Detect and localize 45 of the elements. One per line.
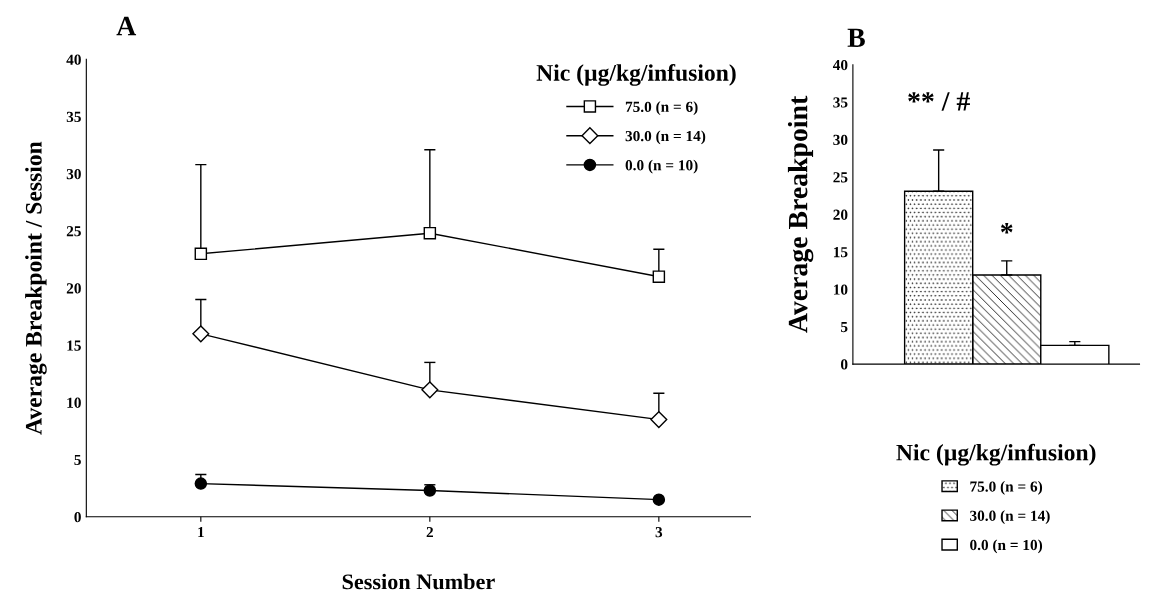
y-tick-label: 10 xyxy=(833,284,848,295)
point xyxy=(194,477,208,490)
y-tick-label: 5 xyxy=(841,322,848,333)
y-axis-title: Average Breakpoint / Session xyxy=(25,141,47,435)
point xyxy=(423,484,437,497)
point xyxy=(421,381,439,399)
legend-label: 0.0 (n = 10) xyxy=(625,159,698,174)
y-tick-label: 40 xyxy=(832,59,848,71)
y-tick-label: 5 xyxy=(74,454,81,466)
y-tick-label: 0 xyxy=(74,511,81,523)
y-tick-label: 20 xyxy=(833,209,848,220)
y-tick-label: 35 xyxy=(833,97,848,108)
annotation: ** / # xyxy=(908,92,970,111)
y-tick-label: 30 xyxy=(66,168,81,180)
legend-label: 30.0 (n = 14) xyxy=(970,510,1050,525)
legend-label: 0.0 (n = 10) xyxy=(970,539,1043,554)
point xyxy=(192,325,210,343)
y-tick-label: 40 xyxy=(66,54,81,65)
y-tick-label: 15 xyxy=(833,247,848,258)
legend-title: Nic (µg/kg/infusion) xyxy=(536,64,736,86)
point xyxy=(194,247,208,261)
y-tick-label: 15 xyxy=(67,340,81,351)
x-tick-label: 2 xyxy=(426,526,433,538)
y-tick-label: 30 xyxy=(833,134,848,146)
x-tick-label: 3 xyxy=(655,526,663,538)
y-tick-label: 10 xyxy=(67,397,81,408)
y-tick-label: 0 xyxy=(840,359,848,370)
chart-title: A xyxy=(116,16,137,36)
y-tick-label: 25 xyxy=(66,226,81,237)
legend-label: 75.0 (n = 6) xyxy=(625,101,698,116)
chart-title: B xyxy=(847,28,865,47)
legend-title: Nic (µg/kg/infusion) xyxy=(896,443,1096,466)
y-tick-label: 20 xyxy=(66,283,81,294)
point xyxy=(652,270,666,283)
y-axis-title: Average Breakpoint xyxy=(787,95,814,333)
point xyxy=(423,226,437,240)
x-axis-title: Session Number xyxy=(342,573,495,590)
x-tick-label: 1 xyxy=(198,527,204,538)
y-tick-label: 35 xyxy=(66,111,81,123)
y-tick-label: 25 xyxy=(833,172,848,183)
legend-label: 75.0 (n = 6) xyxy=(970,480,1043,495)
point xyxy=(650,411,668,429)
annotation: * xyxy=(1000,223,1013,234)
point xyxy=(652,493,666,506)
legend-label: 30.0 (n = 14) xyxy=(625,130,706,145)
